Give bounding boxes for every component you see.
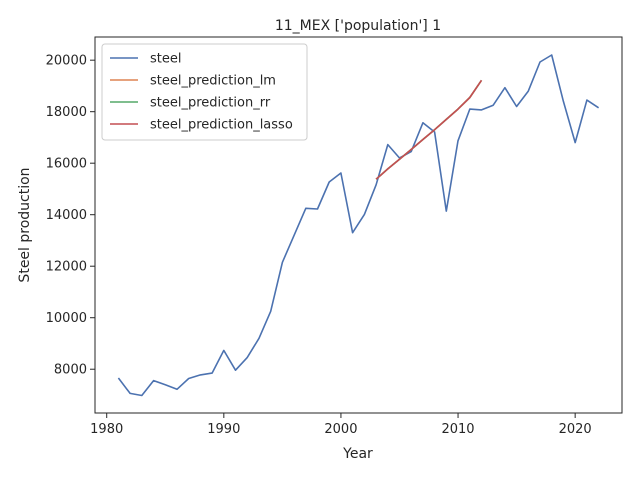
series-line-steel-prediction-rr	[375, 79, 483, 180]
x-tick-label: 2000	[324, 422, 357, 437]
y-tick-label: 12000	[46, 260, 87, 275]
y-tick-label: 10000	[46, 311, 87, 326]
y-tick-label: 20000	[46, 54, 87, 69]
legend-label: steel_prediction_rr	[150, 96, 271, 111]
y-axis-label: Steel production	[17, 167, 33, 282]
y-tick-label: 14000	[46, 208, 87, 223]
y-tick-label: 16000	[46, 157, 87, 172]
legend-label: steel_prediction_lm	[150, 74, 276, 89]
y-tick-label: 18000	[46, 105, 87, 120]
series-line-steel-prediction-lasso	[375, 79, 483, 180]
legend-box	[101, 43, 308, 141]
x-tick-label: 1990	[207, 422, 240, 437]
legend-label: steel	[150, 52, 181, 67]
plot-frame	[94, 36, 623, 414]
plot-area	[117, 54, 600, 397]
x-axis-label: Year	[342, 446, 373, 462]
series-line-steel-prediction-lm	[375, 79, 483, 180]
x-tick-label: 2010	[441, 422, 474, 437]
x-tick-label: 1980	[90, 422, 123, 437]
legend-label: steel_prediction_lasso	[150, 118, 293, 133]
y-tick-label: 8000	[54, 363, 87, 378]
legend: steel steel_prediction_lm steel_prediction…	[101, 43, 308, 141]
x-axis: 1980 1990 2000 2010 2020	[90, 413, 592, 437]
y-axis: 8000 10000 12000 14000 16000 18000 20000	[46, 54, 95, 378]
chart-title: 11_MEX ['population'] 1	[275, 18, 441, 34]
series-line-steel	[117, 54, 600, 397]
x-tick-label: 2020	[559, 422, 592, 437]
